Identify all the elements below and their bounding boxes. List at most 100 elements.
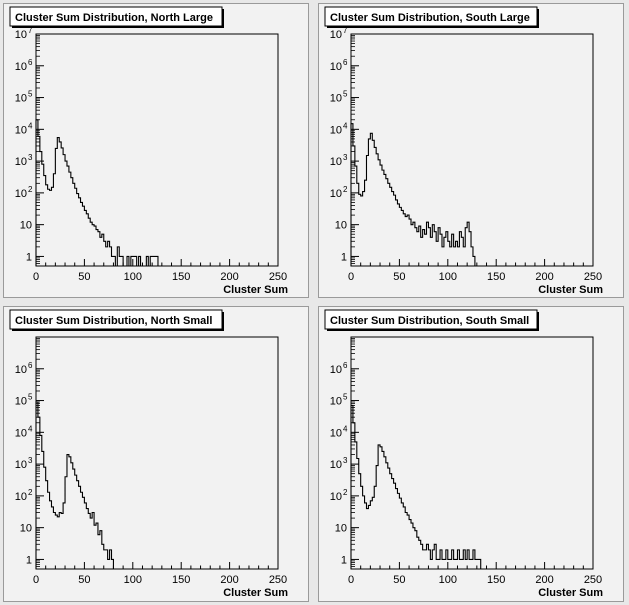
y-tick-exponent: 2	[28, 185, 33, 194]
y-tick-label: 10	[15, 61, 27, 73]
y-tick-label: 10	[330, 364, 342, 376]
x-tick-label: 50	[78, 574, 90, 586]
y-tick-label: 10	[15, 156, 27, 168]
title-box-shadow	[327, 329, 539, 331]
y-tick-exponent: 6	[28, 58, 33, 67]
y-tick-label: 10	[330, 61, 342, 73]
y-tick-exponent: 5	[343, 393, 348, 402]
y-tick-exponent: 3	[343, 153, 348, 162]
y-tick-exponent: 4	[343, 121, 348, 130]
y-tick-exponent: 5	[28, 393, 33, 402]
title-box-shadow	[327, 26, 539, 28]
y-tick-label: 1	[26, 251, 32, 263]
x-axis-label: Cluster Sum	[223, 284, 288, 296]
x-tick-label: 0	[348, 271, 354, 283]
y-tick-label: 10	[15, 124, 27, 136]
x-tick-label: 150	[172, 574, 190, 586]
chart-title: Cluster Sum Distribution, North Large	[15, 12, 213, 24]
y-tick-exponent: 7	[343, 26, 348, 35]
y-tick-label: 10	[330, 459, 342, 471]
plot-frame	[35, 33, 279, 267]
y-tick-label: 1	[341, 554, 347, 566]
y-tick-label: 10	[15, 459, 27, 471]
x-tick-label: 0	[33, 574, 39, 586]
x-tick-label: 100	[439, 574, 457, 586]
chart-title: Cluster Sum Distribution, North Small	[15, 315, 212, 327]
y-tick-exponent: 2	[343, 185, 348, 194]
plot-panel: 0 50 100 150 200 250 1 10 10 2 10 3 10 4 10 5 10 6 10 7 Clus…	[318, 3, 624, 298]
y-tick-exponent: 7	[28, 26, 33, 35]
y-tick-exponent: 4	[28, 424, 33, 433]
y-tick-label: 1	[341, 251, 347, 263]
y-tick-label: 10	[15, 491, 27, 503]
y-tick-label: 10	[15, 188, 27, 200]
y-tick-label: 10	[20, 523, 32, 535]
x-axis-label: Cluster Sum	[538, 284, 603, 296]
y-tick-label: 10	[15, 93, 27, 105]
y-tick-label: 10	[330, 491, 342, 503]
x-tick-label: 200	[535, 271, 553, 283]
y-tick-exponent: 5	[28, 90, 33, 99]
y-tick-exponent: 4	[28, 121, 33, 130]
chart-title: Cluster Sum Distribution, South Large	[330, 12, 530, 24]
y-tick-label: 1	[26, 554, 32, 566]
y-tick-label: 10	[330, 156, 342, 168]
plot-frame	[350, 33, 594, 267]
y-tick-exponent: 5	[343, 90, 348, 99]
x-tick-label: 250	[584, 271, 602, 283]
y-tick-label: 10	[15, 29, 27, 41]
y-tick-exponent: 3	[28, 456, 33, 465]
plot-panel: 0 50 100 150 200 250 1 10 10 2 10 3 10 4 10 5 10 6 Cluster…	[318, 306, 624, 602]
plot-frame	[350, 336, 594, 570]
y-tick-label: 10	[330, 396, 342, 408]
x-tick-label: 50	[78, 271, 90, 283]
y-tick-label: 10	[15, 396, 27, 408]
chart-title: Cluster Sum Distribution, South Small	[330, 315, 529, 327]
y-tick-exponent: 3	[343, 456, 348, 465]
y-tick-exponent: 6	[343, 58, 348, 67]
title-box-shadow	[222, 312, 224, 331]
histogram-series-line	[35, 401, 116, 570]
plot-frame	[35, 336, 279, 570]
x-tick-label: 50	[393, 574, 405, 586]
y-tick-exponent: 2	[343, 488, 348, 497]
y-tick-label: 10	[15, 427, 27, 439]
x-tick-label: 250	[269, 574, 287, 586]
x-tick-label: 100	[124, 574, 142, 586]
y-tick-label: 10	[330, 93, 342, 105]
y-tick-exponent: 4	[343, 424, 348, 433]
plot-panel: 0 50 100 150 200 250 1 10 10 2 10 3 10 4 10 5 10 6 Cluster…	[3, 306, 309, 602]
x-tick-label: 150	[172, 271, 190, 283]
title-box-shadow	[12, 329, 224, 331]
histogram-series-line	[350, 404, 483, 570]
x-tick-label: 100	[439, 271, 457, 283]
x-tick-label: 250	[584, 574, 602, 586]
y-tick-label: 10	[330, 188, 342, 200]
x-tick-label: 150	[487, 271, 505, 283]
x-tick-label: 0	[348, 574, 354, 586]
y-tick-label: 10	[15, 364, 27, 376]
x-tick-label: 0	[33, 271, 39, 283]
x-axis-label: Cluster Sum	[223, 587, 288, 599]
y-tick-label: 10	[330, 29, 342, 41]
y-tick-label: 10	[20, 220, 32, 232]
x-tick-label: 200	[220, 271, 238, 283]
x-tick-label: 50	[393, 271, 405, 283]
y-tick-exponent: 2	[28, 488, 33, 497]
title-box-shadow	[222, 9, 224, 28]
x-axis-label: Cluster Sum	[538, 587, 603, 599]
y-tick-exponent: 3	[28, 153, 33, 162]
histogram-series-line	[35, 119, 162, 267]
histogram-series-line	[350, 123, 479, 267]
plot-panel: 0 50 100 150 200 250 1 10 10 2 10 3 10 4 10 5 10 6 10 7 Clus…	[3, 3, 309, 298]
y-tick-exponent: 6	[343, 361, 348, 370]
y-tick-label: 10	[330, 124, 342, 136]
title-box-shadow	[537, 9, 539, 28]
y-tick-label: 10	[335, 523, 347, 535]
title-box-shadow	[12, 26, 224, 28]
